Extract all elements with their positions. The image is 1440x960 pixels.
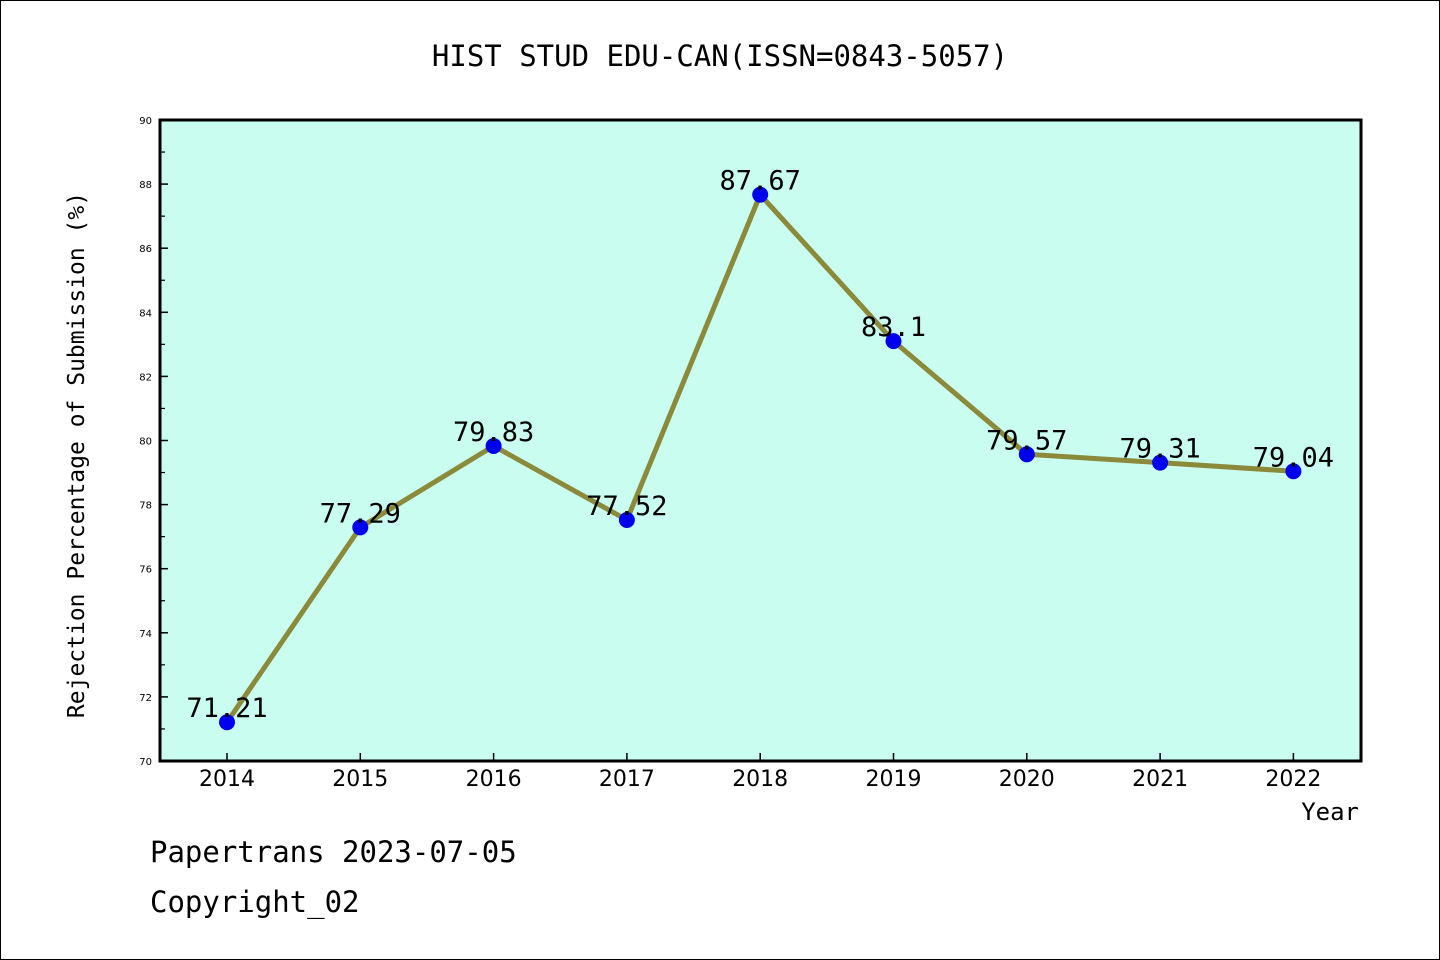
data-point-marker: [1018, 446, 1035, 463]
data-point-marker: [219, 714, 235, 731]
x-tick-label: 2019: [866, 767, 922, 792]
y-tick-label: 76: [139, 565, 152, 576]
data-labels: 71.21 77.29 79.83 77.52 87.67 83.1 79.57 79.31 7…: [186, 166, 1334, 725]
x-tick-label: 2014: [199, 767, 255, 792]
data-series: [219, 186, 1302, 731]
data-label: 77.52: [586, 491, 667, 522]
y-tick-label: 78: [139, 501, 152, 512]
x-tick-label: 2022: [1265, 767, 1321, 792]
data-label: 71.21: [186, 693, 267, 724]
y-tick-label: 72: [139, 693, 152, 704]
y-tick-label: 88: [139, 180, 152, 191]
data-point-marker: [1285, 463, 1302, 480]
y-tick-label: 90: [139, 116, 152, 127]
y-axis-label: Rejection Percentage of Submission (%): [64, 192, 90, 718]
footer-copyright: Copyright_02: [150, 885, 360, 919]
y-tick-label: 82: [139, 372, 152, 383]
x-tick-label: 2017: [599, 767, 655, 792]
plot-area: [160, 120, 1361, 761]
y-tick-label: 86: [139, 244, 152, 255]
data-label: 79.31: [1119, 434, 1200, 465]
y-tick-label: 84: [139, 308, 152, 319]
data-label: 83.1: [861, 312, 926, 343]
data-label: 79.83: [453, 417, 534, 448]
data-point-marker: [485, 437, 502, 454]
data-point-marker: [618, 511, 635, 528]
data-point-marker: [752, 186, 769, 203]
y-tick-label: 80: [139, 437, 152, 448]
data-label: 79.04: [1253, 442, 1334, 473]
data-point-marker: [885, 333, 902, 350]
y-tick-label: 70: [139, 757, 152, 768]
data-label: 77.29: [320, 498, 401, 529]
footer-source: Papertrans 2023-07-05: [150, 835, 517, 869]
x-tick-label: 2020: [999, 767, 1055, 792]
x-tick-label: 2015: [332, 767, 388, 792]
chart-title: HIST STUD EDU-CAN(ISSN=0843-5057): [432, 39, 1008, 73]
x-tick-label: 2016: [466, 767, 522, 792]
data-point-marker: [352, 519, 369, 536]
plot-border: [158, 118, 1363, 763]
x-axis-label: Year: [1301, 798, 1359, 826]
data-point-marker: [1152, 454, 1169, 471]
data-label: 79.57: [986, 425, 1067, 456]
y-tick-label: 74: [139, 629, 152, 640]
x-tick-label: 2021: [1132, 767, 1188, 792]
data-label: 87.67: [720, 166, 801, 197]
x-tick-label: 2018: [732, 767, 788, 792]
